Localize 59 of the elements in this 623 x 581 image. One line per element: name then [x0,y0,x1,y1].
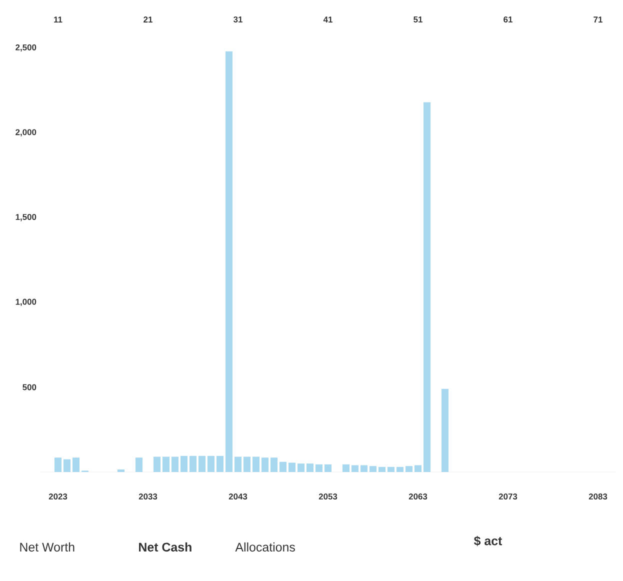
bar [352,465,359,472]
bar [370,466,377,472]
bar [424,102,431,472]
x-tick-label: 2053 [318,494,338,500]
x2-tick-label: 41 [323,16,332,22]
bar [154,456,161,472]
bar [234,456,242,472]
x-tick-label: 2063 [408,494,428,500]
x2-tick-label: 31 [233,16,242,22]
bar [306,464,314,472]
y-tick-label: 1,500 [16,214,36,222]
bar [262,458,269,472]
bar [198,456,206,472]
x2-tick-label: 61 [504,16,512,22]
bar [180,456,188,472]
x-tick-label: 2023 [48,494,68,500]
bar [216,456,224,472]
bar [72,458,80,472]
bar [288,462,296,472]
x-tick-label: 2073 [498,494,518,500]
bar [298,464,305,472]
bar [252,456,260,472]
bar [226,51,233,472]
bar [378,466,386,472]
bar [396,466,404,472]
x2-tick-label: 51 [414,16,422,22]
text: Allocations [235,542,295,552]
x-tick-label: 2043 [228,494,248,500]
y-tick-label: 1,000 [16,298,36,306]
bar [136,458,142,472]
bar [244,456,251,472]
bar [324,464,332,472]
x-tick-label: 2083 [588,494,608,500]
bar [360,465,368,472]
bar [280,462,287,472]
y-tick-label: 2,000 [16,129,36,136]
bar [406,466,413,472]
bar [316,464,323,472]
bar [208,456,215,472]
bar [442,388,449,472]
y-tick-label: 500 [22,384,36,390]
bar [64,459,70,472]
bar [118,469,124,472]
bar [190,456,197,472]
x2-tick-label: 71 [594,16,602,22]
text: Net Cash [139,542,192,552]
bar [414,465,422,472]
bar [172,456,179,472]
bar [54,458,62,472]
x2-tick-label: 21 [144,16,152,22]
x-tick-label: 2033 [138,494,158,500]
text: $ act [474,536,502,546]
bar [388,466,395,472]
bar [162,456,170,472]
bar [342,464,350,472]
y-tick-label: 2,500 [16,44,36,52]
bar [270,458,278,472]
text: Net Worth [20,542,74,552]
x2-tick-label: 11 [54,16,62,22]
